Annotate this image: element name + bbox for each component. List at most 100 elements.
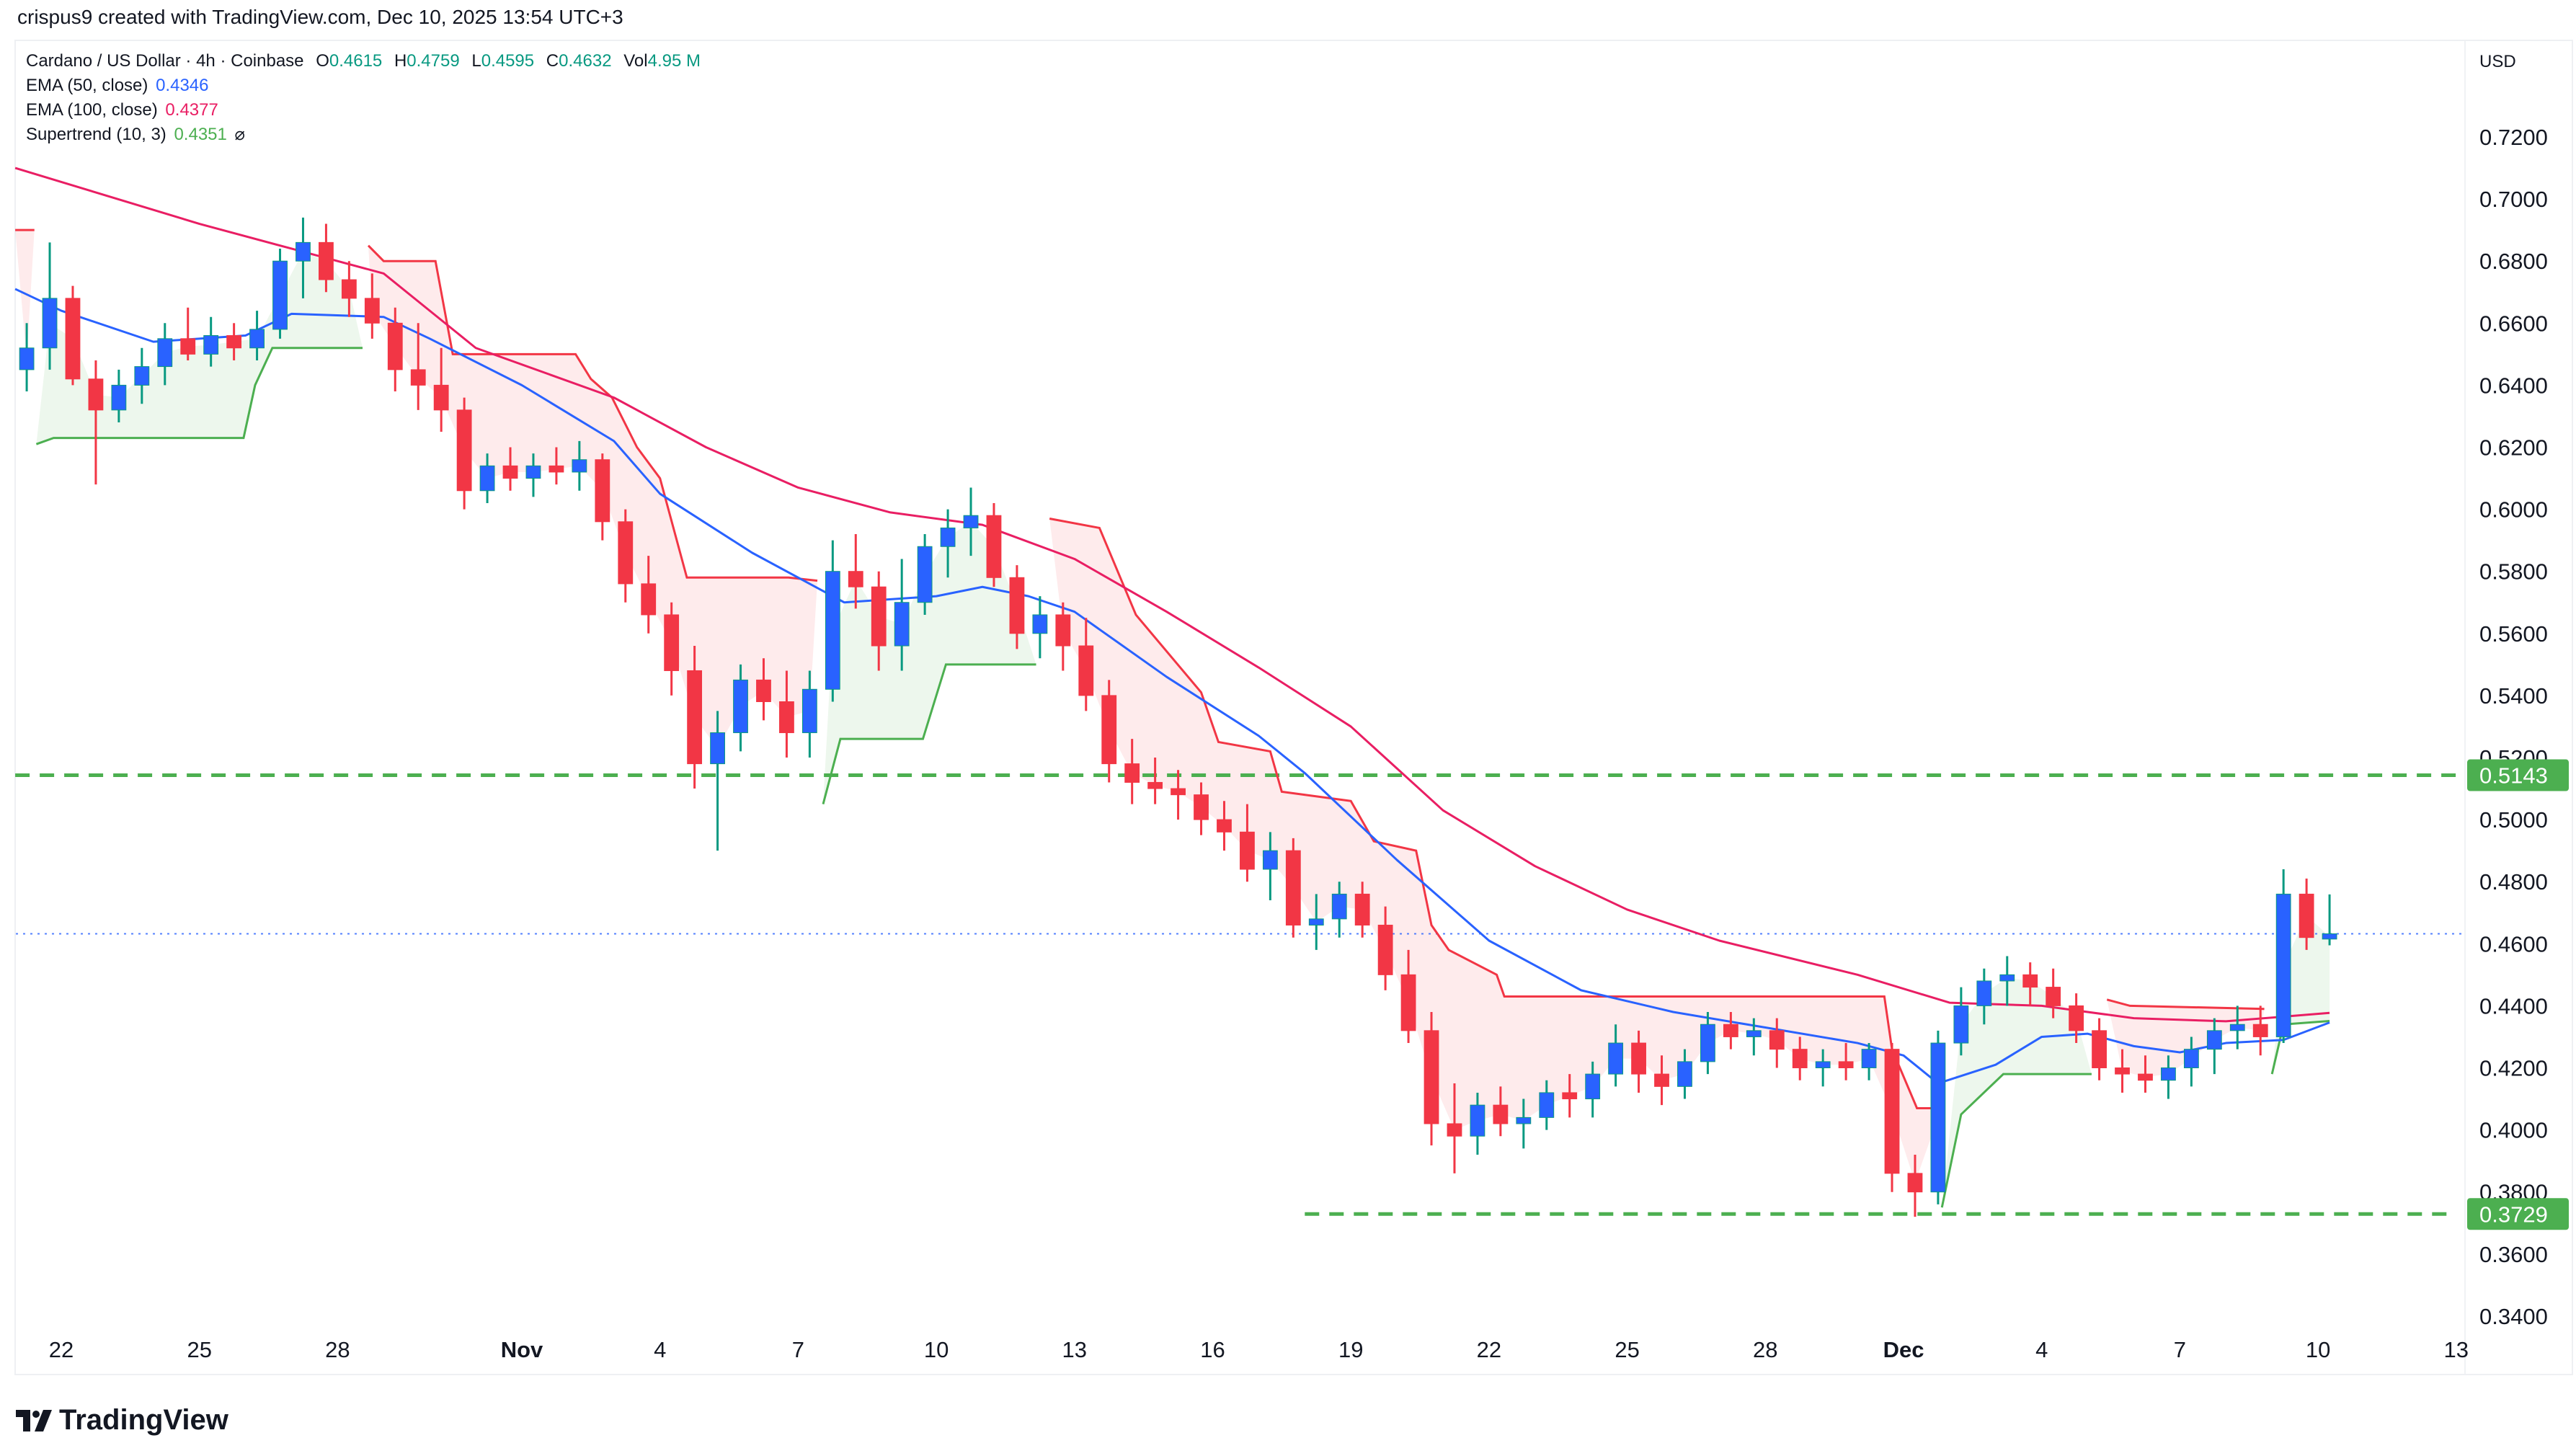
- price-tick-label: 0.6600: [2479, 311, 2548, 336]
- chart-credit: crispus9 created with TradingView.com, D…: [17, 6, 623, 28]
- candle-body: [1009, 577, 1025, 634]
- candle: [1124, 739, 1140, 804]
- candle-body: [1331, 893, 1347, 920]
- candle-body: [2299, 893, 2314, 938]
- supertrend-line-down: [1049, 518, 1938, 1109]
- price-tick-label: 0.4400: [2479, 993, 2548, 1018]
- candle-body: [618, 521, 634, 585]
- candle: [986, 502, 1002, 587]
- candle-body: [341, 279, 357, 299]
- price-tick-label: 0.3600: [2479, 1242, 2548, 1267]
- candle: [710, 711, 725, 851]
- candle: [733, 664, 748, 752]
- candle: [341, 261, 357, 317]
- visibility-off-icon[interactable]: ⌀: [234, 125, 245, 144]
- candle: [1400, 949, 1416, 1044]
- candle: [825, 540, 840, 702]
- legend-supertrend-row[interactable]: Supertrend (10, 3) 0.4351 ⌀: [26, 123, 701, 147]
- price-tick-label: 0.4000: [2479, 1118, 2548, 1143]
- candle: [1539, 1080, 1555, 1130]
- supertrend-label: Supertrend (10, 3): [26, 125, 166, 144]
- candle-body: [801, 688, 817, 734]
- candle: [479, 453, 495, 503]
- ema50-value: 0.4346: [156, 76, 209, 95]
- candle: [917, 534, 933, 615]
- candle-body: [733, 679, 748, 734]
- candle: [1217, 801, 1232, 851]
- candle: [1147, 758, 1163, 804]
- level-price-badge: [2467, 759, 2569, 791]
- candle: [848, 534, 863, 609]
- candle: [664, 602, 680, 696]
- tradingview-logo[interactable]: TradingView: [16, 1404, 228, 1437]
- candle: [756, 658, 771, 721]
- candle-body: [687, 670, 703, 765]
- close-value: 0.4632: [559, 51, 612, 71]
- candle: [502, 447, 518, 491]
- candle-body: [1815, 1061, 1831, 1069]
- candles: [19, 217, 2337, 1217]
- supertrend-value: 0.4351: [174, 125, 227, 144]
- candle: [1976, 968, 1992, 1025]
- ema50-label: EMA (50, close): [26, 76, 148, 95]
- candle-body: [2115, 1067, 2130, 1075]
- legend-symbol-row[interactable]: Cardano / US Dollar · 4h · Coinbase O0.4…: [26, 49, 701, 74]
- price-axis[interactable]: 0.34000.36000.38000.40000.42000.44000.46…: [2464, 41, 2548, 1374]
- candle: [1032, 596, 1048, 659]
- legend-ema100-row[interactable]: EMA (100, close) 0.4377: [26, 98, 701, 123]
- candle-body: [1562, 1092, 1578, 1100]
- candle: [1240, 804, 1255, 882]
- price-tick-label: 0.4600: [2479, 931, 2548, 956]
- chart-legend: Cardano / US Dollar · 4h · Coinbase O0.4…: [26, 49, 701, 147]
- candle-body: [1907, 1173, 1923, 1193]
- price-tick-label: 0.7000: [2479, 187, 2548, 212]
- candle-body: [1217, 819, 1232, 833]
- time-axis[interactable]: 22 25 28 Nov 4 7 10 13 16 19 22 25 28 Dec 4 7 10 13: [49, 1337, 2469, 1362]
- candle: [2322, 894, 2337, 946]
- supertrend-fill-down: [368, 245, 818, 749]
- candle: [2229, 1006, 2245, 1049]
- candle-body: [1493, 1104, 1509, 1124]
- candle: [1999, 956, 2015, 1006]
- candle-body: [595, 459, 610, 523]
- time-tick-label: Dec: [1883, 1337, 1924, 1362]
- time-tick-label: 22: [49, 1337, 74, 1362]
- low-label: L: [471, 51, 481, 71]
- candle-body: [1700, 1024, 1715, 1062]
- candle-body: [1677, 1061, 1692, 1087]
- ema100-label: EMA (100, close): [26, 100, 158, 120]
- candle: [272, 248, 288, 339]
- currency-selector[interactable]: USD: [2479, 52, 2516, 71]
- candle-body: [456, 409, 472, 492]
- candle: [2206, 1018, 2222, 1075]
- candle-body: [664, 614, 680, 671]
- legend-ema50-row[interactable]: EMA (50, close) 0.4346: [26, 74, 701, 98]
- candle: [1424, 1012, 1439, 1146]
- candle-body: [2183, 1049, 2199, 1069]
- price-tick-label: 0.6400: [2479, 373, 2548, 398]
- supertrend-fill-up: [2272, 915, 2330, 1075]
- time-tick-label: 28: [325, 1337, 350, 1362]
- candle-body: [364, 298, 380, 324]
- candle-body: [2252, 1024, 2268, 1037]
- candle-body: [710, 732, 725, 765]
- symbol-title: Cardano / US Dollar · 4h · Coinbase: [26, 51, 304, 71]
- candle-body: [2138, 1073, 2153, 1081]
- candle-body: [1884, 1049, 1900, 1174]
- candle-body: [203, 335, 219, 355]
- candle-body: [1194, 794, 1209, 820]
- candle: [1677, 1049, 1692, 1099]
- candle: [1792, 1036, 1808, 1080]
- candle-body: [779, 701, 794, 734]
- price-tick-label: 0.5800: [2479, 559, 2548, 585]
- candle: [2252, 1006, 2268, 1056]
- candle: [618, 509, 634, 603]
- candle: [572, 440, 587, 491]
- candle-body: [387, 322, 403, 370]
- time-tick-label: 16: [1200, 1337, 1225, 1362]
- supertrend-line-down: [367, 244, 818, 582]
- candle: [1562, 1074, 1578, 1118]
- chart-frame: [14, 40, 2573, 1375]
- time-tick-label: 4: [2035, 1337, 2048, 1362]
